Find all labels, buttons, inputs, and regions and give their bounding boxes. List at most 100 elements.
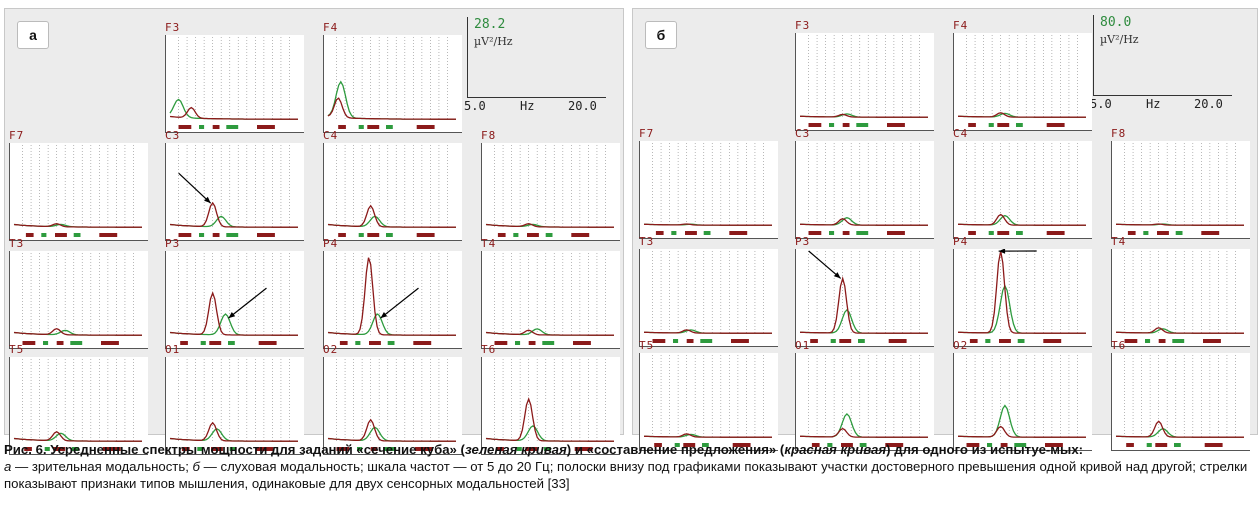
channel-label: T3 (9, 237, 25, 250)
significance-bar (702, 443, 709, 447)
scale-legend: 28.2 µV²/Hz 5.0 Hz 20.0 (464, 17, 606, 113)
significance-bar (1175, 231, 1183, 235)
green-curve (169, 313, 298, 336)
channel-plot (953, 249, 1092, 347)
caption-suffix: ) для одного из испытуе-мых: (886, 442, 1084, 457)
channel-plot (639, 141, 778, 239)
significance-bar (199, 233, 205, 237)
channel-plot (165, 35, 304, 133)
channel-label: C4 (323, 129, 339, 142)
significance-bar (729, 231, 748, 235)
significance-bar (985, 339, 991, 343)
significance-bar (859, 443, 867, 447)
significance-bar (808, 123, 822, 127)
channel-label: T3 (639, 235, 655, 248)
significance-bar (703, 231, 711, 235)
green-curve (1116, 427, 1244, 438)
significance-bar (1043, 339, 1062, 343)
significance-bar (101, 341, 119, 345)
red-curve (800, 427, 928, 438)
channel-plot (165, 143, 304, 241)
scale-unit: µV²/Hz (474, 35, 513, 48)
caption-b-letter: б (192, 459, 200, 474)
significance-bar (1155, 443, 1168, 447)
spectrum-svg (13, 253, 142, 345)
significance-bar (25, 233, 34, 237)
channel-label: T5 (9, 343, 25, 356)
arrow-line (808, 250, 842, 279)
significance-bar (968, 123, 976, 127)
significance-bar (386, 125, 393, 129)
channel-label: O2 (953, 339, 969, 352)
significance-bar (413, 341, 432, 345)
scale-x-start: 5.0 (464, 99, 486, 113)
significance-bar (887, 231, 905, 235)
significance-bar (856, 231, 869, 235)
caption-green-curve: зеленая кривая (464, 442, 567, 457)
red-curve (327, 418, 456, 442)
spectrum-svg (169, 145, 298, 237)
significance-bar (999, 339, 1011, 343)
channel-label: O1 (165, 343, 181, 356)
significance-bar (226, 125, 239, 129)
channel-label: F3 (795, 19, 811, 32)
significance-bar (1124, 339, 1138, 343)
spectrum-svg (169, 253, 298, 345)
significance-bar (988, 123, 994, 127)
significance-bar (70, 341, 83, 345)
arrow-head (380, 312, 388, 319)
significance-bar (700, 339, 713, 343)
significance-bar (839, 339, 852, 343)
significance-bar (370, 447, 378, 451)
spectrum-svg (13, 359, 142, 451)
green-curve (327, 80, 456, 120)
significance-bar (209, 341, 222, 345)
spectrum-svg (800, 250, 928, 343)
red-curve (169, 291, 298, 336)
significance-bar (671, 231, 677, 235)
spectrum-svg (13, 145, 142, 237)
arrow-line (228, 287, 267, 319)
arrow-line (178, 172, 212, 204)
red-curve (958, 112, 1086, 118)
caption-red-curve: красная кривая (784, 442, 887, 457)
spectrum-svg (327, 37, 456, 129)
significance-bar (841, 443, 853, 447)
arrow-head (998, 249, 1006, 254)
significance-bar (966, 443, 980, 447)
channel-plot (323, 35, 462, 133)
significance-bar (528, 341, 536, 345)
spectrum-svg (800, 355, 928, 447)
green-curve (958, 214, 1086, 226)
significance-bar (968, 231, 976, 235)
significance-bar (73, 233, 81, 237)
spectrum-svg (485, 359, 614, 451)
significance-bar (99, 233, 118, 237)
significance-bar (255, 447, 274, 451)
significance-bar (574, 447, 593, 451)
channel-label: P3 (165, 237, 181, 250)
significance-bar (513, 233, 519, 237)
channel-plot (953, 353, 1092, 451)
spectrum-svg (1116, 251, 1244, 343)
significance-bar (1157, 231, 1169, 235)
significance-bar (685, 231, 697, 235)
spectrum-svg (958, 35, 1086, 127)
significance-bar (367, 233, 380, 237)
significance-bar (842, 123, 850, 127)
significance-bar (1174, 443, 1181, 447)
significance-bar (674, 443, 680, 447)
significance-bar (573, 341, 591, 345)
channel-plot (795, 353, 934, 451)
significance-bar (338, 233, 346, 237)
green-curve (958, 404, 1086, 438)
caption-a-text: — зрительная модальность; (11, 459, 193, 474)
significance-bar (357, 447, 363, 451)
scale-legend: 80.0 µV²/Hz 5.0 Hz 20.0 (1090, 15, 1232, 111)
significance-bar (542, 341, 555, 345)
channel-plot (639, 249, 778, 347)
significance-bar (1158, 339, 1166, 343)
significance-bar (257, 125, 275, 129)
significance-bar (494, 341, 508, 345)
spectrum-svg (800, 35, 928, 127)
